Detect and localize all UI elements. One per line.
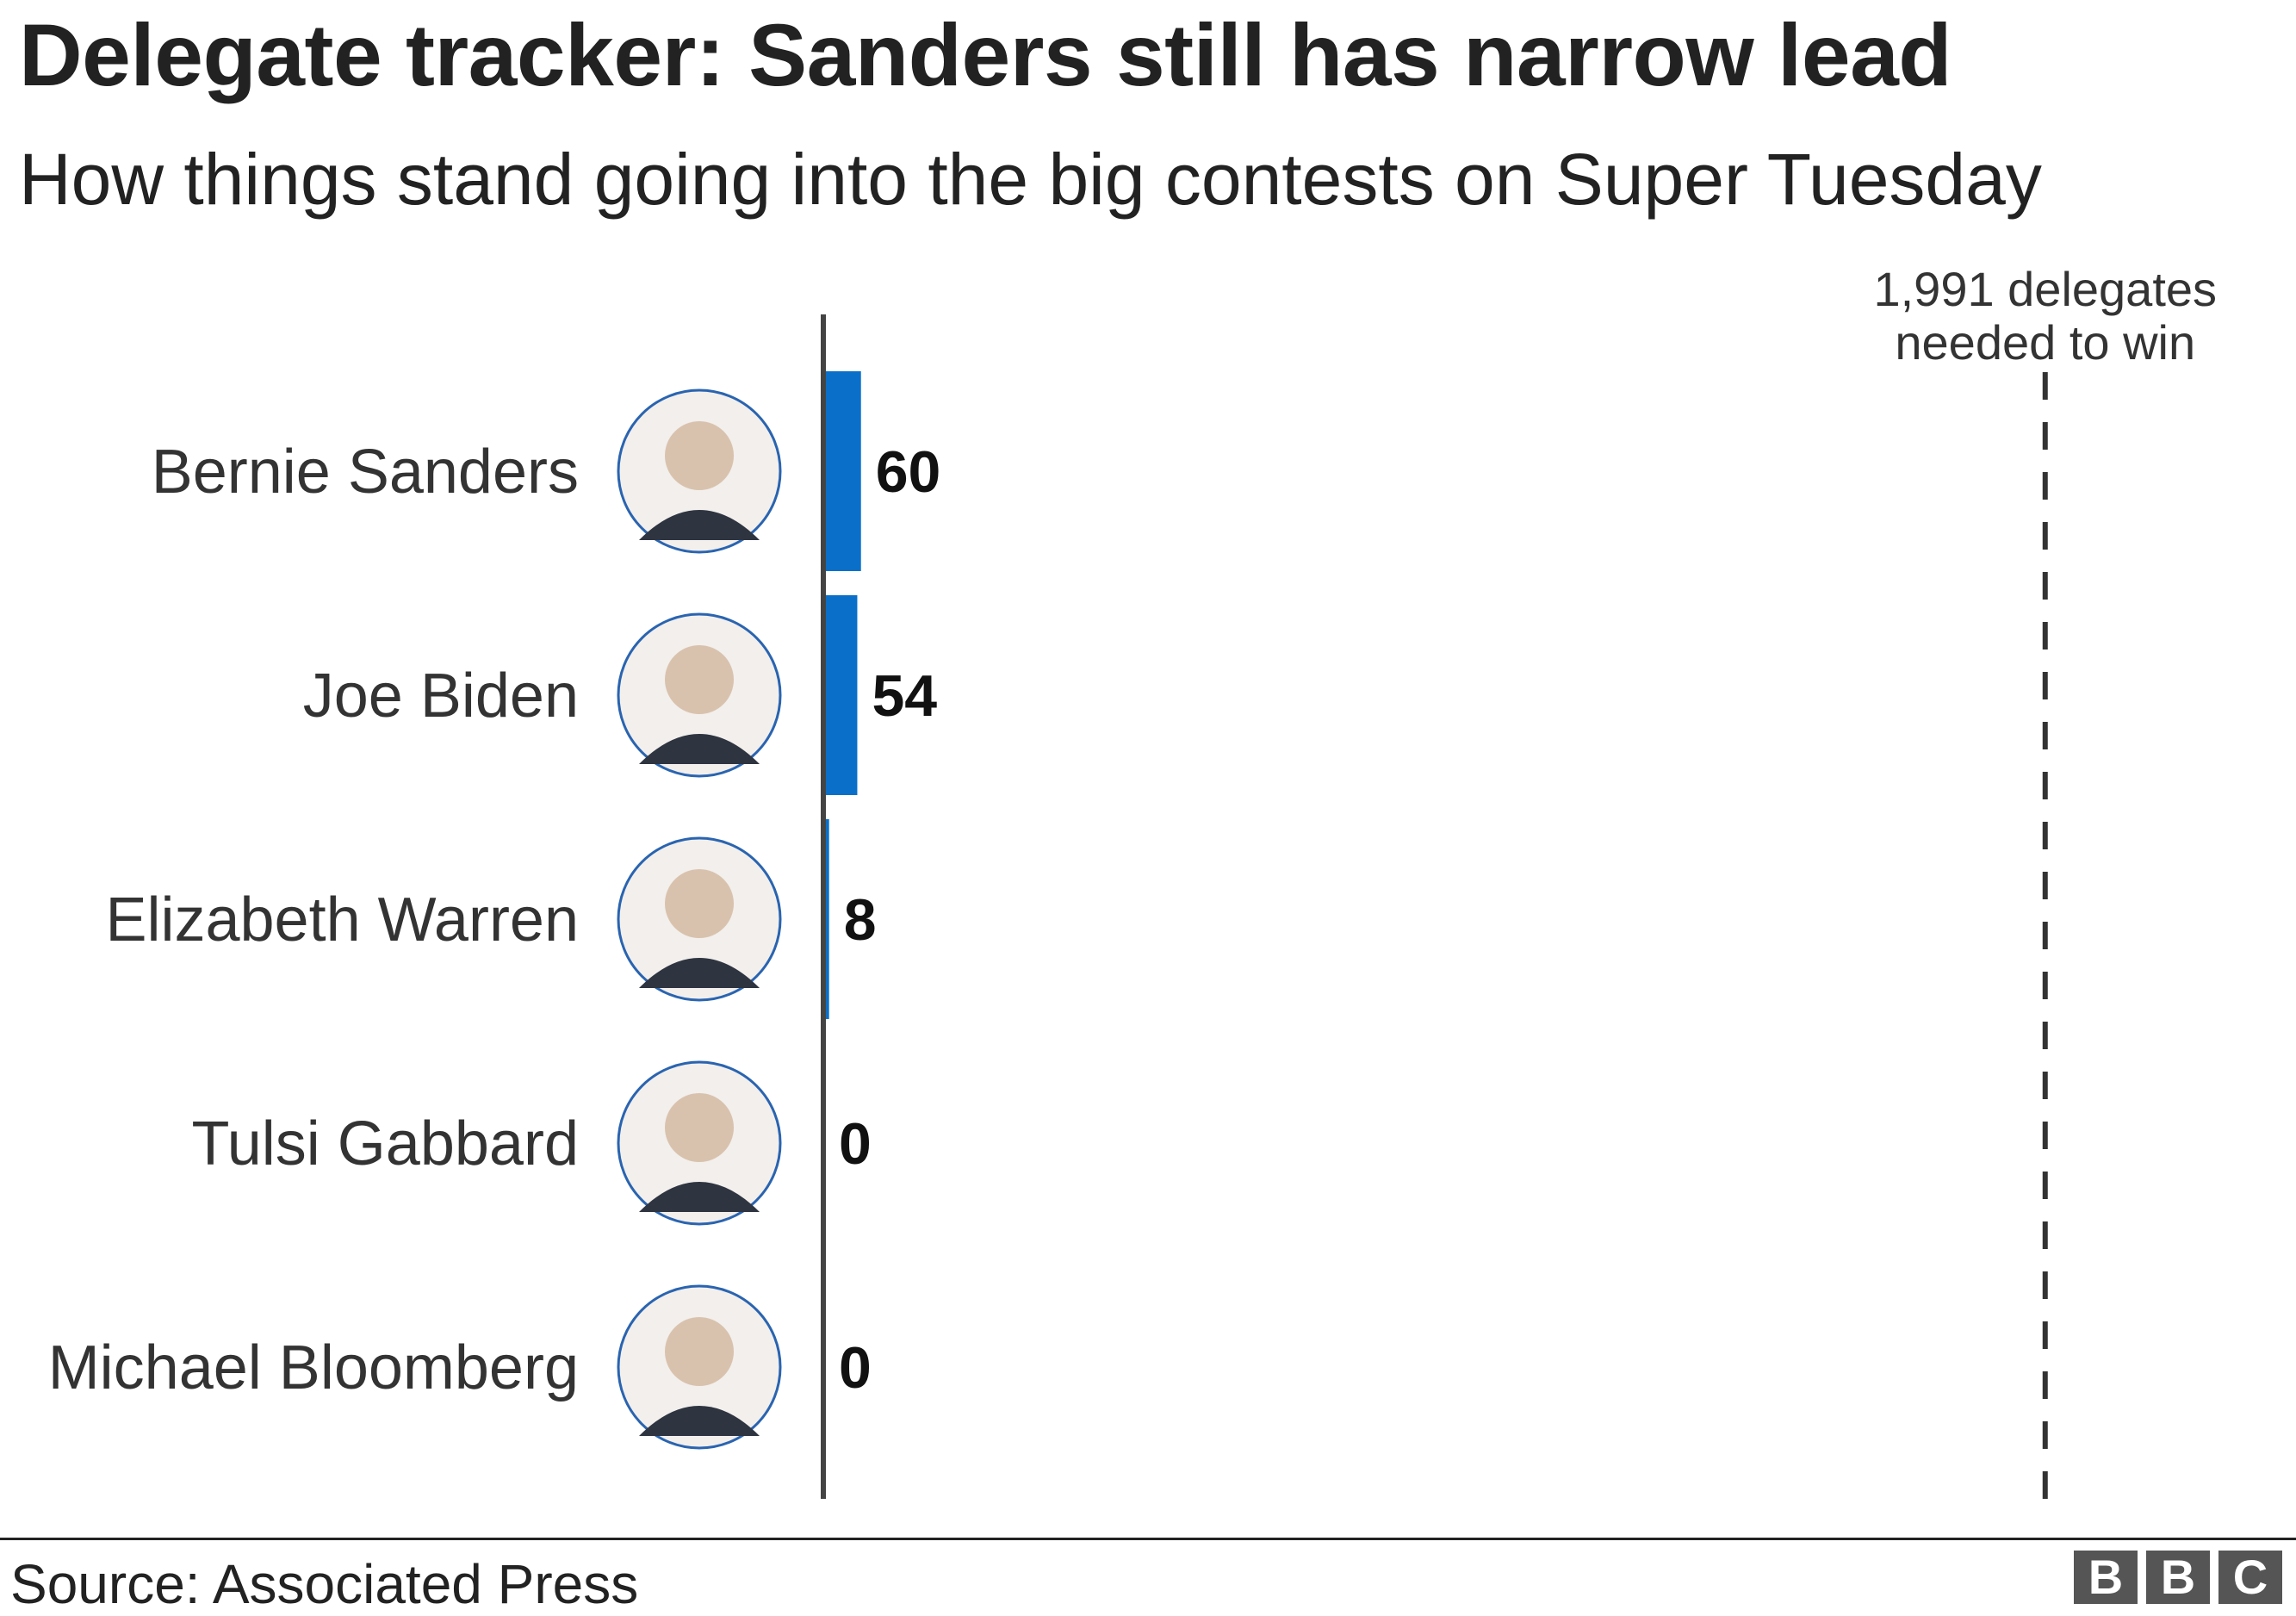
bbc-logo-block: C [2218, 1551, 2282, 1604]
avatar-shoulders [639, 510, 760, 540]
portrait-icon [617, 612, 782, 778]
data-label: 60 [876, 439, 941, 505]
bar [824, 595, 858, 795]
portrait-icon [617, 836, 782, 1002]
category-label: Bernie Sanders [152, 438, 579, 507]
bbc-logo-block: B [2146, 1551, 2210, 1604]
source-note: Source: Associated Press [10, 1553, 639, 1615]
chart-row: Michael Bloomberg 0 [48, 1284, 872, 1450]
chart-row: Bernie Sanders 60 [152, 371, 941, 571]
footer-divider [0, 1538, 2296, 1540]
bbc-logo-block: B [2074, 1551, 2138, 1604]
portrait-icon [617, 388, 782, 554]
category-label: Joe Biden [303, 662, 579, 730]
data-label: 8 [844, 887, 877, 953]
target-reference-label: 1,991 delegates needed to win [1873, 262, 2217, 370]
avatar-head [665, 869, 734, 938]
data-label: 0 [839, 1335, 872, 1401]
avatar-shoulders [639, 1182, 760, 1212]
target-label-line: needed to win [1895, 315, 2195, 370]
data-label: 54 [872, 663, 937, 729]
avatar-head [665, 421, 734, 490]
chart-row: Joe Biden 54 [303, 595, 937, 795]
chart-title: Delegate tracker: Sanders still has narr… [19, 6, 1952, 104]
category-label: Michael Bloomberg [48, 1333, 579, 1402]
portrait-icon [617, 1284, 782, 1450]
avatar-shoulders [639, 1406, 760, 1436]
portrait-icon [617, 1060, 782, 1226]
chart-rows: Bernie Sanders 60 Joe Biden 54 Elizabeth War… [48, 371, 941, 1450]
bbc-logo: B B C [2074, 1551, 2282, 1604]
avatar-head [665, 1093, 734, 1162]
avatar-head [665, 645, 734, 714]
avatar-head [665, 1317, 734, 1386]
chart-row: Tulsi Gabbard 0 [191, 1060, 872, 1226]
category-label: Tulsi Gabbard [191, 1109, 579, 1178]
avatar-shoulders [639, 734, 760, 764]
chart-subtitle: How things stand going into the big cont… [19, 139, 2042, 220]
bar [824, 371, 861, 571]
category-label: Elizabeth Warren [105, 886, 579, 954]
avatar-shoulders [639, 958, 760, 988]
target-label-line: 1,991 delegates [1873, 262, 2217, 316]
data-label: 0 [839, 1111, 872, 1177]
bar [824, 819, 829, 1019]
chart-row: Elizabeth Warren 8 [105, 819, 877, 1019]
